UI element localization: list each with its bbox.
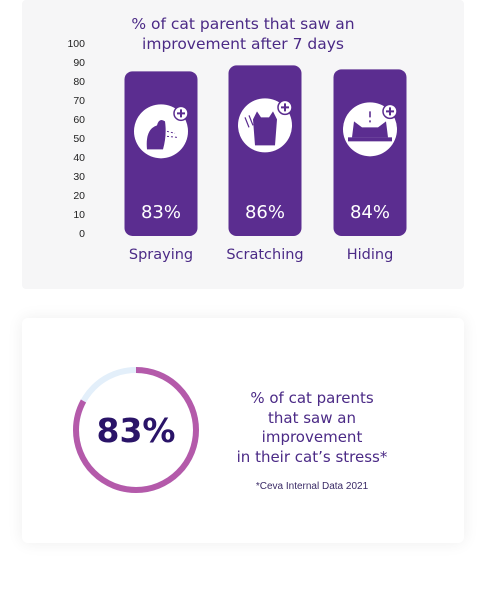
donut-progress-ring — [73, 367, 199, 493]
y-tick-label: 70 — [73, 95, 85, 107]
plus-glyph — [177, 109, 185, 118]
y-tick-label: 60 — [73, 114, 85, 126]
stat-description: % of cat parents that saw an improvement… — [232, 389, 392, 467]
stat-line-4: in their cat’s stress* — [236, 447, 388, 466]
bar-chart: 100908070605040302010083%Spraying86%Scra… — [67, 38, 407, 263]
donut-value-label: 83% — [96, 410, 176, 450]
y-tick-label: 30 — [73, 171, 85, 183]
donut-chart — [73, 367, 199, 493]
chart-title: % of cat parents that saw an improvement… — [22, 14, 464, 54]
y-tick-label: 50 — [73, 133, 85, 145]
bar-value-label: 83% — [141, 202, 181, 223]
hiding-ledge — [348, 137, 392, 142]
cat-silhouette — [146, 119, 166, 150]
cat-silhouette — [352, 121, 388, 138]
bar-group: 86% Scratching — [226, 65, 304, 263]
bar-value-label: 84% — [350, 202, 390, 223]
category-label: Scratching — [226, 247, 303, 263]
chart-title-line-2: improvement after 7 days — [142, 35, 344, 53]
plus-glyph — [386, 107, 394, 116]
y-tick-label: 0 — [79, 228, 85, 240]
y-tick-label: 90 — [73, 57, 85, 69]
y-tick-label: 80 — [73, 76, 85, 88]
y-tick-label: 10 — [73, 209, 85, 221]
stat-line-1: % of cat parents — [250, 389, 374, 407]
bar-group: 83% Spraying — [124, 71, 198, 263]
bar-group: 84% Hiding — [333, 69, 407, 263]
footnote: *Ceva Internal Data 2021 — [255, 481, 369, 492]
bar-value-label: 86% — [245, 202, 285, 223]
spray-lines — [166, 130, 178, 138]
stat-line-2: that saw an — [268, 408, 356, 427]
y-tick-label: 20 — [73, 190, 85, 202]
category-label: Hiding — [347, 247, 394, 263]
cat-silhouette — [253, 111, 277, 146]
stat-line-3: improvement — [261, 428, 363, 446]
category-label: Spraying — [129, 247, 193, 263]
scratching-cat-icon — [238, 98, 293, 153]
y-tick-label: 40 — [73, 152, 85, 164]
scratch-lines — [244, 115, 254, 128]
hiding-cat-icon — [343, 102, 398, 157]
y-tick-label: 100 — [67, 38, 85, 50]
spraying-cat-icon — [134, 104, 189, 159]
plus-glyph — [281, 103, 289, 112]
chart-title-line-1: % of cat parents that saw an — [131, 15, 355, 33]
stat-card — [22, 318, 464, 543]
